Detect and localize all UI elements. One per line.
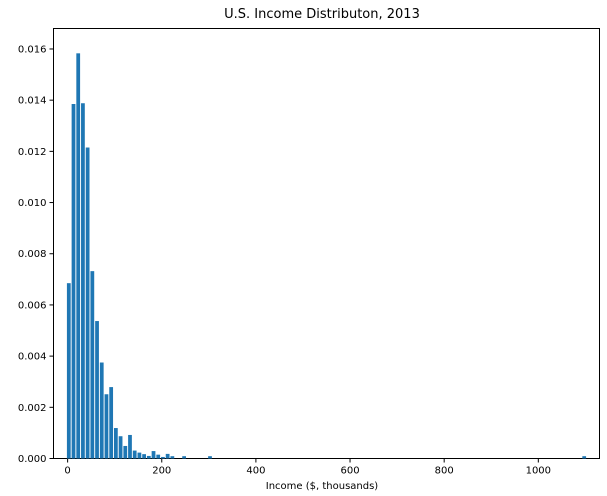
x-tick-label: 0 <box>64 466 70 477</box>
histogram-bar <box>208 456 212 459</box>
y-tick-label: 0.000 <box>18 454 47 465</box>
x-tick-label: 600 <box>340 466 359 477</box>
histogram-bar <box>161 456 165 459</box>
y-tick-label: 0.004 <box>18 352 47 363</box>
histogram-bar <box>76 53 81 459</box>
histogram-bar <box>151 451 156 459</box>
x-tick-label: 200 <box>152 466 171 477</box>
histogram-bar <box>104 394 109 459</box>
y-tick-label: 0.010 <box>18 198 47 209</box>
histogram-bar <box>582 456 587 459</box>
y-tick-label: 0.008 <box>18 249 47 260</box>
x-tick-label: 800 <box>435 466 454 477</box>
x-tick-label: 400 <box>246 466 265 477</box>
y-tick-label: 0.012 <box>18 147 47 158</box>
y-axis-ticks: 0.000 0.002 0.004 0.006 0.008 0.010 0.012 0.014… <box>18 44 54 465</box>
histogram-bar <box>99 362 104 459</box>
histogram-bar <box>81 103 85 459</box>
x-tick-label: 1000 <box>526 466 551 477</box>
histogram-bar <box>109 387 114 459</box>
x-axis-label: Income ($, thousands) <box>266 481 379 492</box>
histogram-bar <box>118 436 123 459</box>
histogram-bar <box>156 454 161 459</box>
histogram-bar <box>137 452 142 459</box>
y-tick-label: 0.016 <box>18 44 47 55</box>
histogram-bar <box>165 453 170 459</box>
histogram-bar <box>71 104 76 459</box>
histogram-bar <box>90 271 95 459</box>
plot-area <box>53 28 600 459</box>
histogram-bar <box>66 283 71 459</box>
histogram-bar <box>182 456 186 459</box>
histogram-bar <box>132 450 137 459</box>
histogram-bar <box>170 456 175 459</box>
chart-title: U.S. Income Distributon, 2013 <box>224 7 420 22</box>
histogram-bar <box>123 445 128 459</box>
histogram-bar <box>95 321 99 459</box>
histogram-bar <box>113 428 118 459</box>
histogram-bar <box>142 454 146 459</box>
y-tick-label: 0.006 <box>18 300 47 311</box>
y-tick-label: 0.002 <box>18 403 47 414</box>
x-axis-ticks: 0 200 400 600 800 1000 <box>64 458 551 477</box>
histogram-bar <box>85 147 90 459</box>
bars-group <box>66 53 587 459</box>
y-tick-label: 0.014 <box>18 96 47 107</box>
histogram-bar <box>128 434 132 459</box>
histogram-bar <box>146 455 151 459</box>
